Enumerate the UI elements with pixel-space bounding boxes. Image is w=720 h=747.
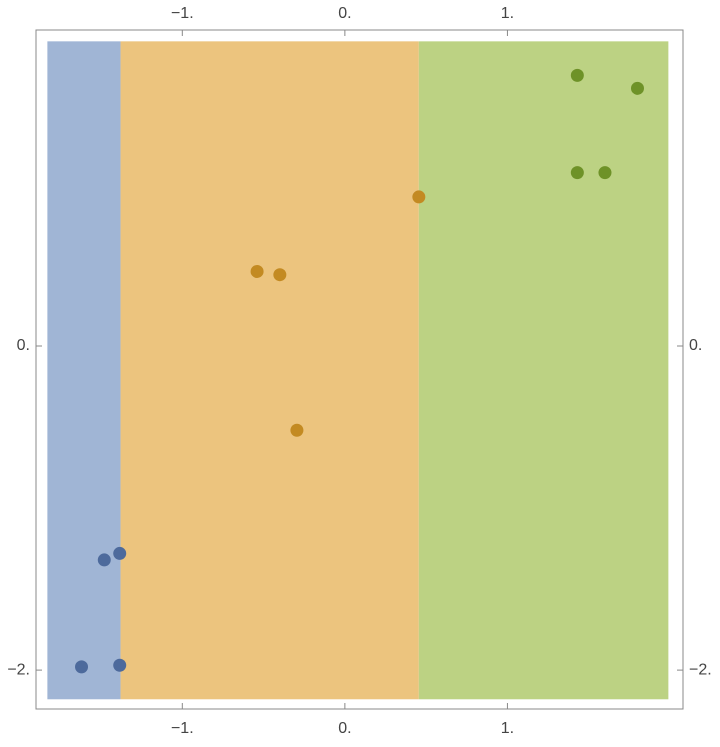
point: [630, 81, 644, 95]
point: [113, 546, 127, 560]
y-tick-label: 0.: [689, 337, 702, 354]
point: [97, 553, 111, 567]
y-tick-label: −2.: [7, 661, 30, 678]
x-tick-label: −1.: [171, 5, 194, 22]
frame: [35, 29, 684, 710]
point: [598, 166, 612, 180]
point: [290, 423, 304, 437]
x-tick-label: −1.: [171, 720, 194, 737]
point: [250, 264, 264, 278]
point: [570, 166, 584, 180]
point: [75, 660, 89, 674]
x-tick-label: 0.: [338, 720, 351, 737]
point: [570, 68, 584, 82]
y-tick-label: 0.: [17, 337, 30, 354]
x-tick-label: 1.: [501, 5, 514, 22]
class-region: [418, 41, 669, 700]
point: [113, 658, 127, 672]
class-region: [120, 41, 419, 700]
y-tick-label: −2.: [689, 661, 712, 678]
point: [273, 268, 287, 282]
point: [412, 190, 426, 204]
x-tick-label: 1.: [501, 720, 514, 737]
x-tick-label: 0.: [338, 5, 351, 22]
class-region: [47, 41, 121, 700]
